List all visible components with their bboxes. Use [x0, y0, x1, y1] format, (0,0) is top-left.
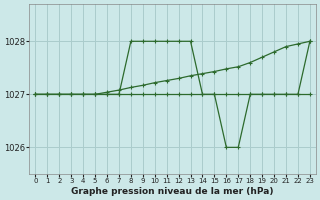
X-axis label: Graphe pression niveau de la mer (hPa): Graphe pression niveau de la mer (hPa) [71, 187, 274, 196]
